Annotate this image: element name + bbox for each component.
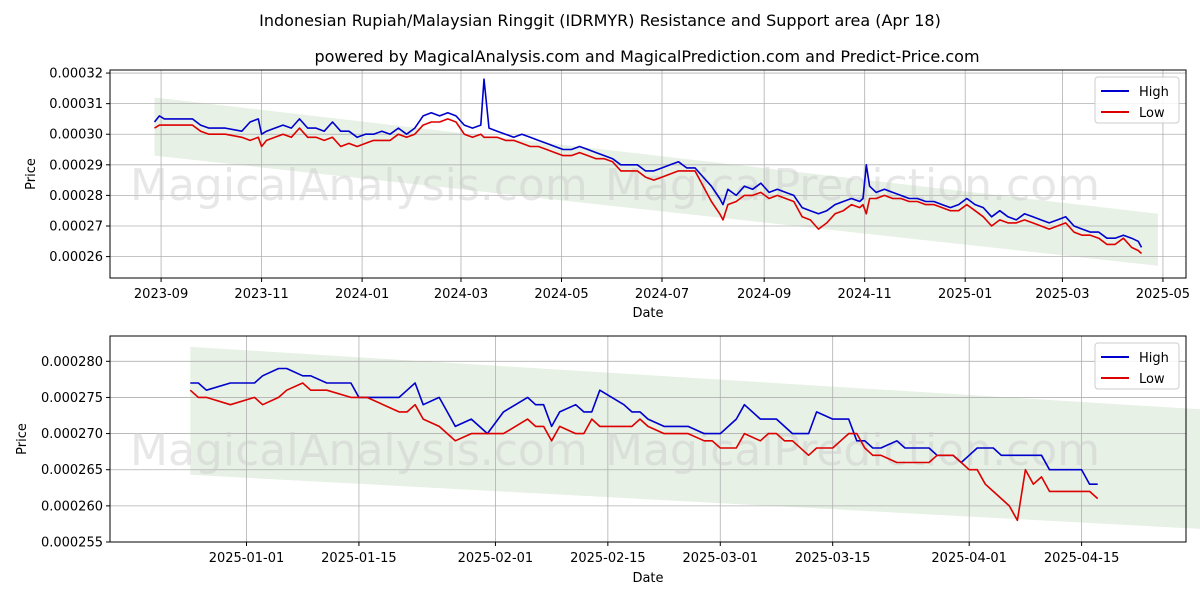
y-axis-label: Price [15, 423, 30, 455]
y-tick-label: 0.00027 [49, 220, 103, 235]
legend: High Low [1094, 342, 1180, 390]
x-tick-label: 2025-01 [938, 287, 992, 302]
x-tick-label: 2025-03-15 [795, 551, 871, 566]
x-tick-label: 2023-09 [134, 287, 188, 302]
series-line-low [154, 118, 1143, 255]
series-line-high [190, 367, 1098, 486]
legend-label-low: Low [1139, 106, 1165, 121]
chart-subtitle: powered by MagicalAnalysis.com and Magic… [314, 47, 979, 66]
legend-label-low: Low [1139, 372, 1165, 387]
legend-label-high: High [1139, 85, 1169, 100]
watermark-text: MagicalPrediction.com [605, 425, 1100, 476]
x-tick-label: 2024-07 [635, 287, 689, 302]
x-axis-label: Date [632, 306, 663, 321]
x-tick-label: 2025-05 [1136, 287, 1190, 302]
x-tick-label: 2024-11 [838, 287, 892, 302]
y-axis-label: Price [24, 158, 39, 190]
y-tick-label: 0.00028 [49, 189, 103, 204]
x-tick-label: 2025-01-01 [209, 551, 285, 566]
legend-box [1094, 342, 1180, 390]
x-tick-label: 2024-03 [434, 287, 488, 302]
x-tick-label: 2025-03 [1035, 287, 1089, 302]
x-tick-label: 2023-11 [234, 287, 288, 302]
axes-frame [109, 335, 1187, 543]
y-tick-label: 0.00031 [49, 97, 103, 112]
chart-panel-2: MagicalAnalysis.com MagicalPrediction.com… [15, 335, 1200, 586]
y-tick-label: 0.000255 [41, 536, 103, 551]
x-tick-label: 2025-04-15 [1044, 551, 1120, 566]
x-tick-label: 2024-01 [335, 287, 389, 302]
x-tick-label: 2024-05 [534, 287, 588, 302]
chart-panel-1: MagicalAnalysis.com MagicalPrediction.com… [24, 67, 1190, 321]
x-tick-label: 2024-09 [737, 287, 791, 302]
x-tick-label: 2025-02-15 [570, 551, 646, 566]
series-line-low [189, 382, 1099, 522]
support-resistance-band [190, 346, 1200, 529]
watermark-text: MagicalPrediction.com [605, 160, 1100, 211]
legend: High Low [1094, 76, 1180, 124]
y-tick-label: 0.00026 [49, 250, 103, 265]
y-tick-label: 0.00032 [49, 67, 103, 82]
x-axis-label: Date [632, 571, 663, 586]
y-tick-label: 0.00030 [49, 128, 103, 143]
x-tick-label: 2025-01-15 [321, 551, 397, 566]
y-tick-label: 0.000260 [41, 499, 103, 514]
x-tick-label: 2025-02-01 [458, 551, 534, 566]
y-tick-label: 0.000265 [41, 463, 103, 478]
x-tick-label: 2025-03-01 [682, 551, 758, 566]
chart-title: Indonesian Rupiah/Malaysian Ringgit (IDR… [259, 11, 941, 30]
series-line-high [153, 78, 1143, 248]
y-tick-label: 0.00029 [49, 158, 103, 173]
y-tick-label: 0.000270 [41, 427, 103, 442]
y-tick-label: 0.000275 [41, 391, 103, 406]
legend-label-high: High [1139, 351, 1169, 366]
axes-frame [109, 69, 1187, 279]
watermark-text: MagicalAnalysis.com [130, 160, 588, 211]
watermark-text: MagicalAnalysis.com [130, 425, 588, 476]
legend-box [1094, 76, 1180, 124]
y-tick-label: 0.000280 [41, 355, 103, 370]
support-resistance-band [154, 97, 1158, 266]
x-tick-label: 2025-04-01 [931, 551, 1007, 566]
